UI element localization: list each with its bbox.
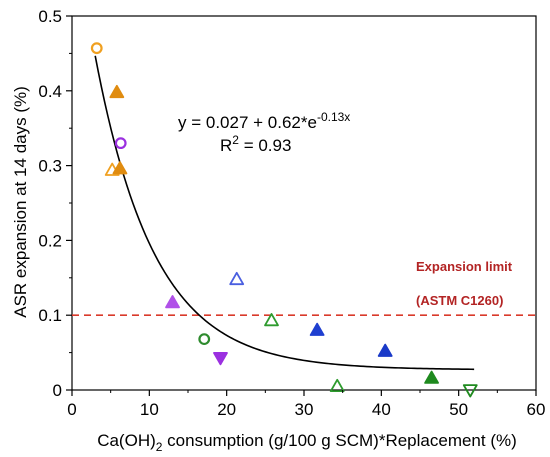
data-point-triangle-up [112,161,128,175]
x-tick-label: 40 [372,400,391,419]
data-point-triangle-down [213,352,228,366]
points-layer [90,42,478,398]
limit-label-line1: Expansion limit [416,259,513,274]
data-point-circle [198,333,211,346]
y-tick-label: 0 [53,381,62,400]
data-point-triangle-up [264,313,279,327]
ticks-layer: 0 10 20 30 40 50 60 0 0.1 0.2 0.3 0.4 0.5 [38,7,545,419]
data-point-triangle-up [165,295,180,309]
y-tick-label: 0.1 [38,306,62,325]
data-point-circle [90,42,103,55]
x-tick-label: 50 [449,400,468,419]
x-tick-label: 60 [527,400,546,419]
x-tick-label: 20 [217,400,236,419]
data-point-triangle-up [329,378,345,393]
plot-frame [71,15,537,391]
data-point-triangle-up [229,271,245,286]
data-point-triangle-up [109,84,125,99]
data-point-triangle-down [462,384,478,398]
fit-r-squared: R2 = 0.93 [220,133,291,155]
fit-curve [94,55,475,371]
plot-border [71,15,537,391]
data-point-triangle-up [309,322,325,336]
data-point-triangle-up [377,343,393,357]
y-tick-label: 0.2 [38,231,62,250]
data-point-triangle-up [424,370,440,384]
y-tick-label: 0.5 [38,7,62,26]
data-point-circle [114,137,127,150]
x-tick-label: 0 [67,400,76,419]
x-axis-title: Ca(OH)2 consumption (g/100 g SCM)*Replac… [97,431,517,454]
x-tick-label: 10 [140,400,159,419]
fit-equation: y = 0.027 + 0.62*e-0.13x [178,110,350,132]
y-axis-title: ASR expansion at 14 days (%) [11,86,30,318]
x-tick-label: 30 [295,400,314,419]
y-tick-label: 0.3 [38,157,62,176]
y-tick-label: 0.4 [38,82,62,101]
fit-layer [94,55,475,371]
limit-label-line2: (ASTM C1260) [416,293,503,308]
